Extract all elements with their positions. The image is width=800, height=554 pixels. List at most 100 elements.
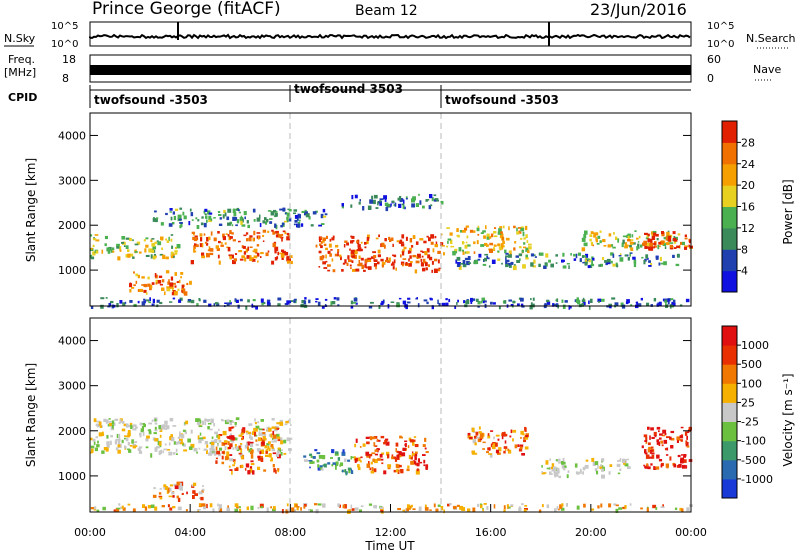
heatmap-cell-b6 — [480, 232, 484, 234]
heatmap-cell-b4 — [326, 235, 328, 239]
heatmap-cell-b7 — [664, 433, 667, 436]
heatmap-cell-b3 — [182, 211, 185, 216]
heatmap-cell-b1 — [250, 454, 254, 459]
heatmap-cell-b10 — [530, 298, 532, 301]
heatmap-cell-b6 — [446, 245, 449, 248]
heatmap-cell-b4 — [391, 237, 394, 241]
heatmap-cell-b7 — [647, 448, 651, 453]
heatmap-cell-b8 — [201, 503, 206, 507]
heatmap-cell-b8 — [657, 244, 660, 250]
heatmap-cell-b0 — [174, 246, 178, 250]
heatmap-cell-b8 — [679, 507, 683, 511]
heatmap-cell-b10 — [152, 298, 155, 304]
heatmap-cell-b6 — [523, 242, 526, 245]
heatmap-cell-b0 — [158, 441, 162, 446]
heatmap-cell-b6 — [488, 236, 492, 239]
heatmap-cell-b1 — [277, 469, 280, 473]
heatmap-cell-b4 — [399, 464, 402, 468]
heatmap-cell-b5 — [467, 432, 471, 436]
heatmap-cell-b8 — [172, 506, 176, 509]
heatmap-cell-b0 — [154, 241, 157, 244]
heatmap-cell-b6 — [528, 246, 532, 250]
heatmap-cell-b0 — [119, 246, 122, 251]
heatmap-cell-b10 — [673, 299, 676, 303]
heatmap-cell-b7 — [566, 263, 570, 265]
heatmap-cell-b1 — [221, 455, 224, 460]
heatmap-cell-b9 — [661, 232, 665, 237]
heatmap-cell-b5 — [358, 201, 361, 205]
heatmap-cell-b3 — [235, 208, 238, 211]
heatmap-cell-b7 — [562, 252, 565, 257]
heatmap-cell-b0 — [235, 417, 240, 421]
heatmap-cell-b2 — [201, 255, 205, 259]
heatmap-cell-b7 — [588, 259, 591, 263]
heatmap-cell-b5 — [479, 432, 484, 437]
heatmap-cell-b7 — [555, 254, 558, 257]
heatmap-cell-b8 — [566, 503, 568, 507]
heatmap-cell-b6 — [493, 231, 497, 234]
colorbar-tick-label-2: 100 — [741, 377, 762, 390]
heatmap-cell-b10 — [431, 305, 434, 310]
heatmap-cell-b4 — [381, 462, 384, 465]
heatmap-cell-b4 — [353, 456, 356, 461]
heatmap-cell-b2 — [287, 234, 291, 237]
heatmap-cell-b4 — [402, 249, 405, 253]
x-tick-label-5: 20:00 — [575, 526, 607, 539]
heatmap-cell-b6 — [484, 242, 488, 246]
heatmap-cell-b4 — [413, 453, 418, 457]
heatmap-cell-b2 — [191, 231, 195, 235]
heatmap-cell-b2 — [238, 240, 241, 243]
heatmap-cell-b0 — [268, 453, 272, 458]
heatmap-cell-b0 — [146, 435, 150, 439]
heatmap-cell-b2 — [177, 497, 181, 502]
heatmap-cell-b4 — [431, 269, 433, 273]
heatmap-cell-b10 — [159, 301, 163, 305]
heatmap-cell-b7 — [676, 436, 681, 441]
heatmap-cell-b8 — [599, 240, 602, 244]
heatmap-cell-b2 — [181, 492, 184, 495]
heatmap-cell-b8 — [477, 503, 480, 507]
heatmap-cell-b2 — [249, 246, 253, 248]
heatmap-cell-b0 — [125, 423, 129, 428]
heatmap-cell-b3 — [312, 211, 317, 215]
heatmap-cell-b10 — [149, 297, 151, 301]
heatmap-cell-b1 — [264, 445, 267, 449]
heatmap-cell-b7 — [482, 263, 487, 266]
heatmap-cell-b3 — [222, 214, 225, 219]
heatmap-cell-b10 — [530, 302, 533, 306]
heatmap-cell-b5 — [497, 452, 501, 455]
heatmap-cell-b1 — [222, 430, 227, 436]
heatmap-cell-b8 — [518, 506, 521, 508]
heatmap-cell-b0 — [101, 450, 105, 454]
colorbar-swatch-4 — [722, 185, 737, 207]
heatmap-cell-b6 — [443, 252, 445, 256]
heatmap-cell-b2 — [201, 243, 204, 248]
heatmap-cell-b8 — [503, 509, 506, 512]
heatmap-cell-b4 — [392, 266, 395, 270]
heatmap-cell-b3 — [208, 215, 212, 220]
heatmap-cell-b7 — [586, 258, 590, 260]
heatmap-cell-b2 — [267, 230, 270, 233]
heatmap-cell-b10 — [417, 303, 420, 308]
heatmap-cell-b0 — [201, 420, 205, 425]
heatmap-cell-b1 — [133, 284, 136, 287]
heatmap-cell-b0 — [117, 256, 121, 261]
colorbar-tick-label-7: -1000 — [741, 473, 773, 486]
heatmap-cell-b2 — [245, 232, 249, 235]
heatmap-cell-b8 — [590, 231, 594, 234]
heatmap-cell-b7 — [669, 456, 672, 461]
heatmap-cell-b7 — [466, 260, 470, 266]
heatmap-cell-b1 — [223, 442, 228, 445]
heatmap-cell-b7 — [650, 262, 653, 266]
heatmap-cell-b2 — [201, 488, 205, 492]
heatmap-cell-b6 — [508, 250, 512, 253]
heatmap-cell-b6 — [619, 468, 622, 471]
heatmap-cell-b1 — [229, 469, 233, 471]
heatmap-cell-b0 — [131, 439, 134, 444]
heatmap-cell-b3 — [304, 209, 307, 212]
heatmap-cell-b0 — [154, 447, 158, 452]
heatmap-cell-b5 — [399, 196, 402, 201]
heatmap-cell-b2 — [260, 252, 264, 255]
heatmap-cell-b0 — [96, 444, 100, 448]
heatmap-cell-b1 — [275, 469, 277, 474]
